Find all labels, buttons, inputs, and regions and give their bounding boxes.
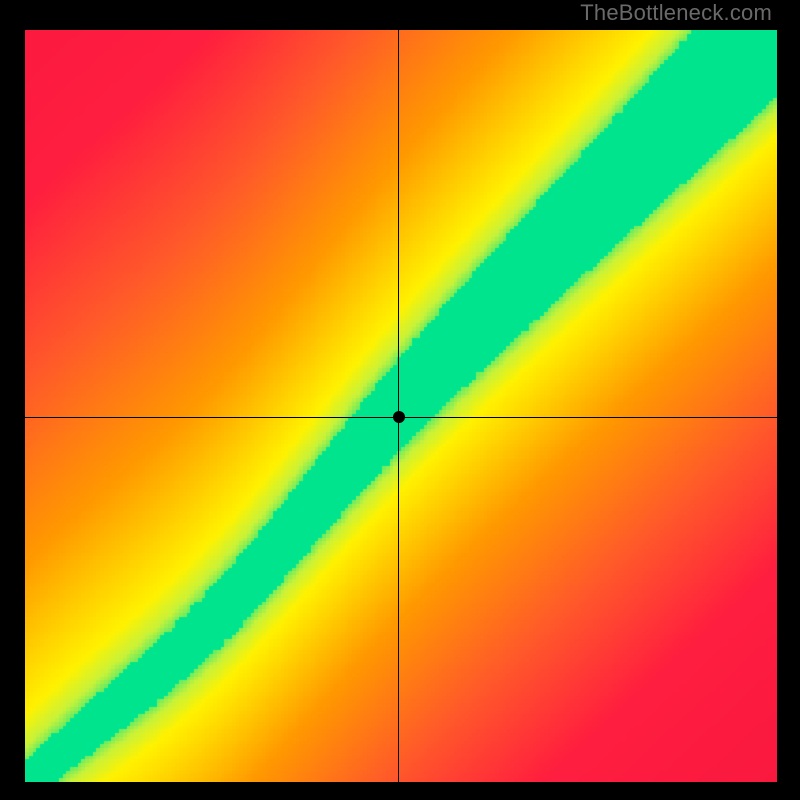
data-point-marker: [393, 411, 405, 423]
crosshair-vertical: [398, 30, 399, 782]
chart-container: TheBottleneck.com: [0, 0, 800, 800]
bottleneck-heatmap: [25, 30, 777, 782]
watermark-text: TheBottleneck.com: [580, 0, 772, 26]
